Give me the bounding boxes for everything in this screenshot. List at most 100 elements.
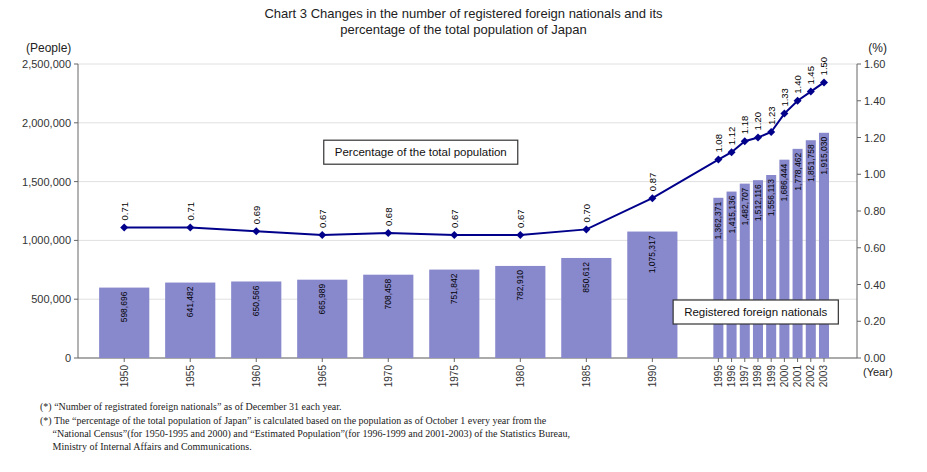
x-tick [388, 358, 389, 362]
x-tick [731, 358, 732, 362]
marker [252, 227, 260, 235]
y2-tick-label: 1.60 [864, 58, 885, 70]
bar-label: 708,458 [383, 278, 393, 309]
x-tick-label: 1990 [647, 365, 658, 388]
bar-label: 1,075,317 [647, 235, 657, 273]
x-tick-label: 2003 [818, 365, 829, 388]
series-label-box: Percentage of the total population [324, 140, 518, 164]
y-tick [74, 122, 78, 123]
y-tick-label: 500,000 [31, 293, 71, 305]
x-tick-label: 1965 [317, 365, 328, 388]
y2-tick-label: 0.20 [864, 315, 885, 327]
y2-tick [857, 137, 861, 138]
grid [78, 64, 857, 358]
y2-tick [857, 321, 861, 322]
x-tick [784, 358, 785, 362]
bar [627, 232, 677, 358]
y-tick-label: 0 [65, 352, 71, 364]
x-tick-label: 1980 [515, 365, 526, 388]
y2-tick-label: 1.20 [864, 132, 885, 144]
y2-axis-line [857, 64, 858, 358]
bar [231, 281, 281, 358]
bar [297, 280, 347, 358]
x-tick-label: 1970 [383, 365, 394, 388]
marker [582, 225, 590, 233]
title: Chart 3 Changes in the number of registe… [264, 6, 663, 37]
y2-tick-label: 0.00 [864, 352, 885, 364]
footnote-line: “National Census”(for 1950-1995 and 2000… [40, 428, 570, 440]
line-label: 1.33 [779, 88, 790, 107]
x-tick-label: 1960 [251, 365, 262, 388]
line-label: 1.50 [818, 57, 829, 76]
footnote-line: (*) “Number of registrated foreign natio… [40, 401, 342, 413]
y2-tick-label: 1.40 [864, 95, 885, 107]
x-tick [256, 358, 257, 362]
line-label: 0.87 [647, 173, 658, 192]
bar [727, 192, 737, 358]
x-tick [810, 358, 811, 362]
series-label-frame [673, 300, 838, 324]
bar [165, 283, 215, 358]
y2-tick [857, 211, 861, 212]
line-label: 0.70 [581, 204, 592, 223]
line-label: 0.69 [251, 206, 262, 225]
footnote-line: (*) The “percentage of the total populat… [40, 415, 547, 427]
bar-label: 1,482,707 [740, 187, 750, 225]
x-tick [124, 358, 125, 362]
plot-area [99, 78, 829, 358]
bar-label: 751,842 [449, 273, 459, 304]
line-label: 1.40 [792, 75, 803, 94]
line-label: 0.71 [185, 202, 196, 221]
x-tick [520, 358, 521, 362]
x-tick [652, 358, 653, 362]
line-label: 0.67 [449, 209, 460, 228]
chart: Chart 3 Changes in the number of registe… [0, 0, 927, 472]
line-label: 0.67 [317, 209, 328, 228]
line-label: 0.71 [119, 202, 130, 221]
marker [807, 88, 815, 96]
bar [753, 180, 763, 358]
line-label: 1.12 [726, 127, 737, 146]
y-axis-label: (People) [26, 41, 71, 55]
x-tick-label: 1996 [726, 365, 737, 388]
grid-line [78, 64, 857, 65]
x-tick-label: 1975 [449, 365, 460, 388]
x-tick [757, 358, 758, 362]
marker [754, 134, 762, 142]
title-line: Chart 3 Changes in the number of registe… [264, 6, 663, 21]
footnotes: (*) “Number of registrated foreign natio… [40, 401, 570, 452]
x-tick-label: 2002 [805, 365, 816, 388]
bar-label: 641,482 [185, 286, 195, 317]
series-label: Percentage of the total population [335, 146, 507, 158]
bar-label: 1,556,113 [766, 179, 776, 216]
x-tick [797, 358, 798, 362]
series-label: Registered foreign nationals [684, 306, 827, 318]
x-axis-label: (Year) [863, 366, 893, 378]
marker [714, 156, 722, 164]
line-label: 1.08 [713, 134, 724, 153]
bar [713, 198, 723, 358]
y2-tick [857, 174, 861, 175]
x-tick [586, 358, 587, 362]
marker [728, 148, 736, 156]
y2-tick-label: 1.00 [864, 168, 885, 180]
x-tick-label: 1998 [752, 365, 763, 388]
marker [450, 231, 458, 239]
bar-label: 1,362,371 [713, 202, 723, 240]
bar [779, 160, 789, 358]
bar-label: 850,612 [581, 262, 591, 293]
title-line: percentage of the total population of Ja… [340, 22, 586, 37]
x-tick-label: 1997 [739, 365, 750, 388]
y2-tick [857, 64, 861, 65]
x-tick-label: 1950 [119, 365, 130, 388]
x-tick-label: 1985 [581, 365, 592, 388]
series-label-box: Registered foreign nationals [673, 300, 838, 324]
bar-label: 782,910 [515, 270, 525, 301]
y-tick-label: 1,000,000 [22, 234, 71, 246]
x-tick [322, 358, 323, 362]
bar-label: 1,778,462 [793, 153, 803, 191]
y2-tick-label: 0.80 [864, 205, 885, 217]
x-tick [744, 358, 745, 362]
x-tick-label: 1995 [713, 365, 724, 388]
y2-tick [857, 358, 861, 359]
